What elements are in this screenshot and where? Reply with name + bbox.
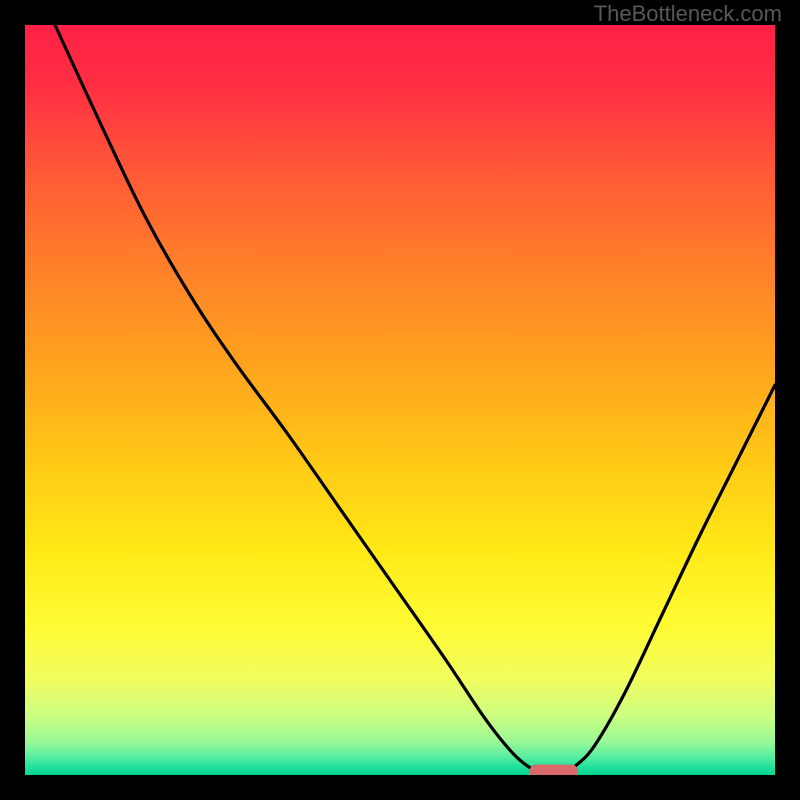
watermark-text: TheBottleneck.com <box>594 0 782 28</box>
optimal-marker <box>529 765 578 776</box>
gradient-background <box>25 25 775 775</box>
chart-frame: TheBottleneck.com <box>0 0 800 800</box>
chart-svg <box>25 25 775 775</box>
plot-area <box>25 25 775 775</box>
